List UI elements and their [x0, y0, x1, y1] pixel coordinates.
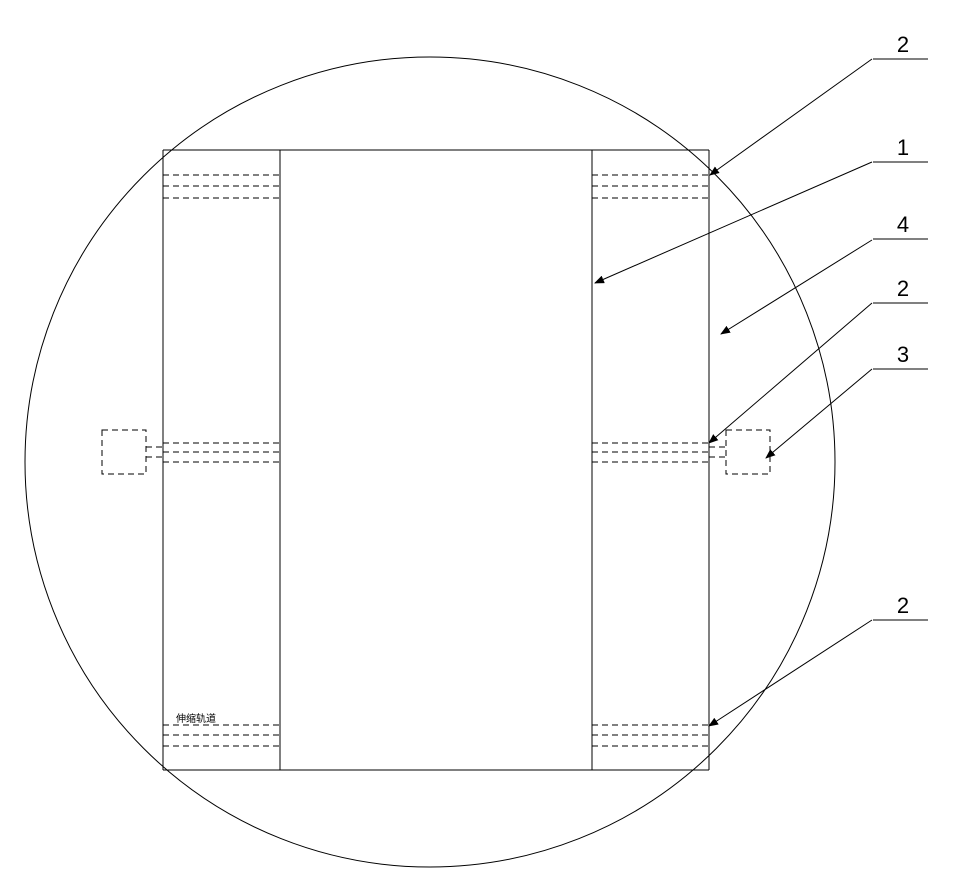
- callout-label-3: 2: [897, 276, 909, 301]
- callout-leader-4: [766, 369, 872, 458]
- callout-leader-0: [710, 59, 872, 175]
- diagram-canvas: 2 1 4 2 3 2 伸缩轨道: [0, 0, 958, 895]
- callout-leader-2: [721, 240, 872, 334]
- callout-label-5: 2: [897, 593, 909, 618]
- diagram-group: 2 1 4 2 3 2 伸缩轨道: [25, 32, 928, 867]
- callout-label-2: 4: [897, 212, 909, 237]
- callout-label-0: 2: [897, 32, 909, 57]
- mid-box-left: [102, 430, 146, 474]
- callout-leader-1: [595, 162, 872, 283]
- callout-leader-5: [709, 620, 872, 726]
- mid-box-right: [726, 430, 770, 474]
- callout-label-4: 3: [897, 342, 909, 367]
- callout-leader-3: [709, 303, 872, 443]
- callout-label-1: 1: [897, 135, 909, 160]
- text-label: 伸缩轨道: [176, 712, 216, 725]
